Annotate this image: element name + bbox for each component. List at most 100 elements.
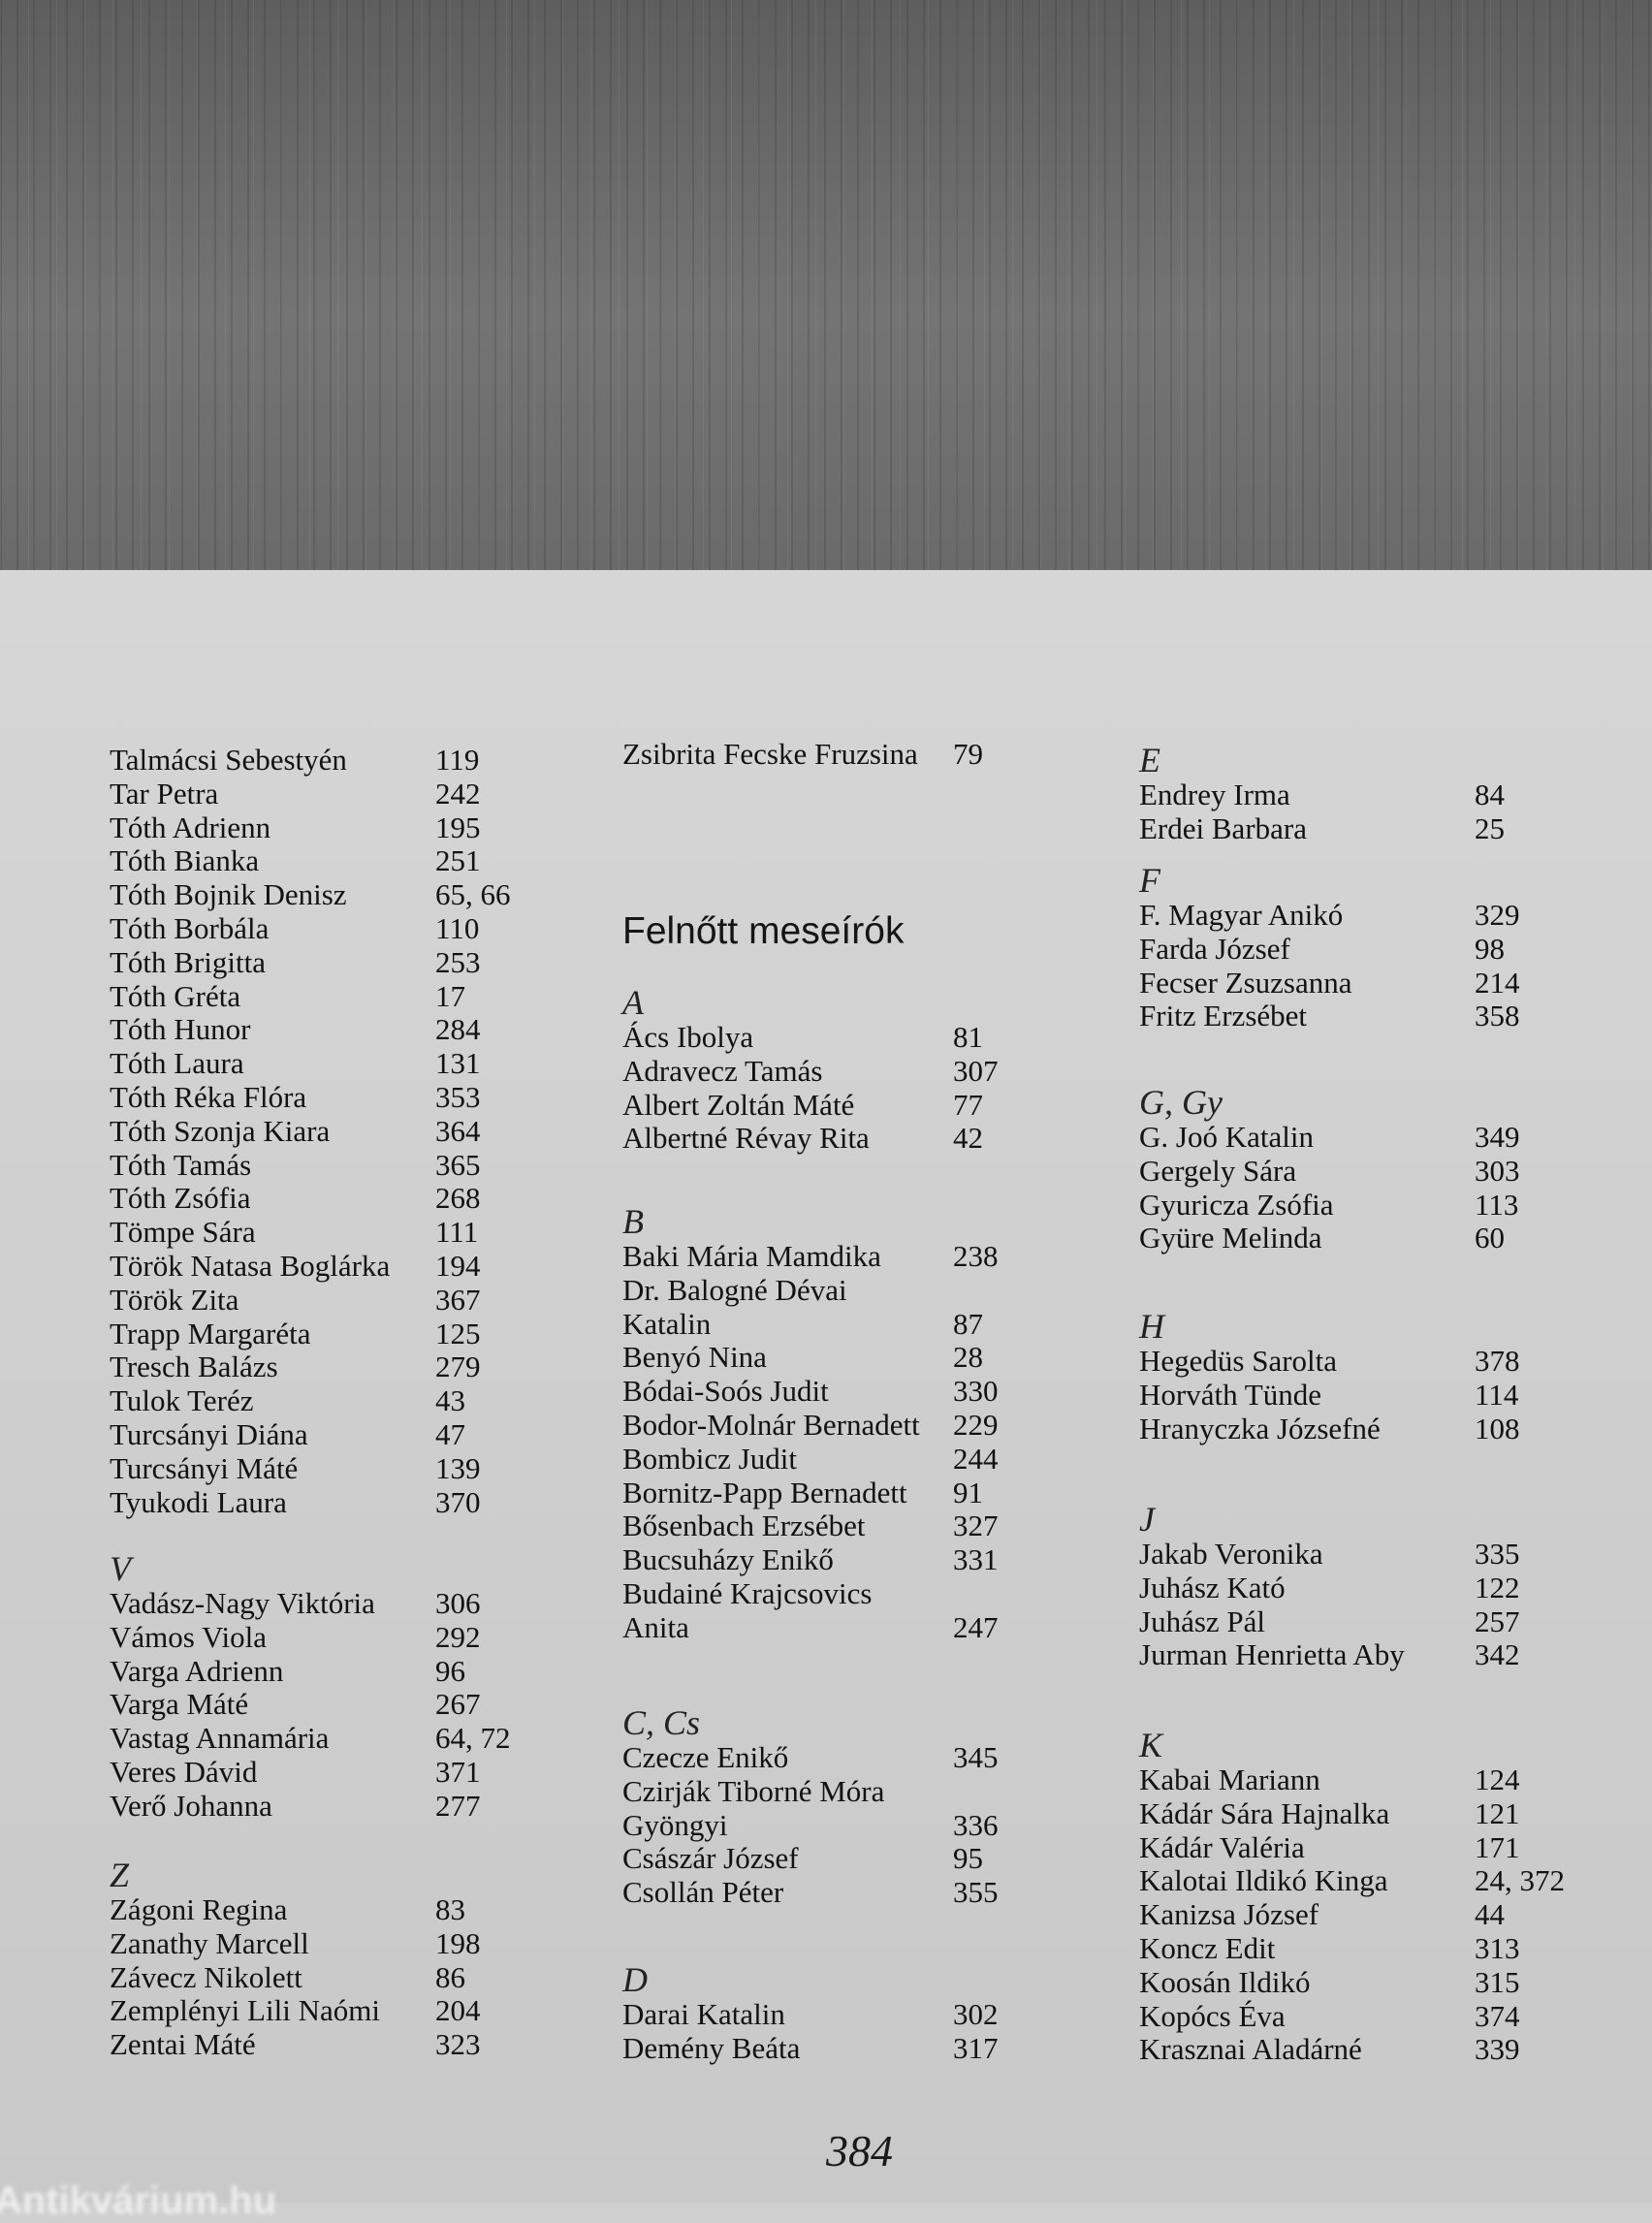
index-entry: Budainé Krajcsovics: [622, 1576, 920, 1611]
background-surface: [0, 0, 1652, 574]
index-entry: Tóth Szonja Kiara 364: [110, 1113, 481, 1149]
index-entry: Bódai-Soós Judit 330: [622, 1374, 999, 1409]
index-entry: Czecze Enikő 345: [622, 1740, 999, 1775]
entry-name: Anita: [622, 1609, 689, 1644]
entry-name: Jakab Veronika: [1139, 1537, 1323, 1571]
entry-name: F. Magyar Anikó: [1139, 898, 1344, 932]
entry-pages: 229: [953, 1407, 999, 1442]
entry-name: Bornitz-Papp Bernadett: [622, 1475, 907, 1509]
entry-pages: 214: [1475, 965, 1520, 1000]
entry-pages: 47: [435, 1416, 465, 1451]
index-entry: Kalotai Ildikó Kinga 24, 372: [1139, 1863, 1565, 1898]
entry-pages: 370: [435, 1484, 481, 1519]
entry-name: Závecz Nikolett: [110, 1959, 302, 1994]
letter-heading: K: [1139, 1726, 1163, 1764]
entry-name: Gyuricza Zsófia: [1139, 1187, 1334, 1222]
entry-pages: 364: [435, 1113, 481, 1148]
entry-name: Kádár Sára Hajnalka: [1139, 1795, 1390, 1830]
index-entry: G. Joó Katalin 349: [1139, 1120, 1520, 1155]
index-entry: Horváth Tünde 114: [1139, 1378, 1518, 1413]
entry-name: Tóth Szonja Kiara: [110, 1113, 331, 1148]
entry-pages: 98: [1475, 931, 1505, 966]
entry-pages: 251: [435, 843, 481, 878]
entry-name: Tóth Hunor: [110, 1012, 251, 1047]
index-entry: Bucsuházy Enikő 331: [622, 1542, 999, 1577]
entry-pages: 313: [1475, 1930, 1520, 1965]
entry-name: Kádár Valéria: [1139, 1829, 1305, 1864]
entry-pages: 83: [435, 1892, 465, 1926]
entry-pages: 124: [1475, 1763, 1520, 1796]
entry-pages: 327: [953, 1508, 999, 1543]
index-entry: Zsibrita Fecske Fruzsina 79: [622, 737, 983, 772]
entry-name: Bucsuházy Enikő: [622, 1542, 834, 1577]
index-entry: Török Natasa Boglárka 194: [110, 1249, 481, 1284]
index-entry: Jurman Henrietta Aby 342: [1139, 1637, 1520, 1672]
entry-name: Tóth Bojnik Denisz: [110, 877, 347, 912]
index-entry: Császár József 95: [622, 1841, 983, 1876]
entry-pages: 315: [1475, 1964, 1520, 1999]
index-entry: Kabai Mariann 124: [1139, 1763, 1520, 1797]
entry-name: Császár József: [622, 1841, 799, 1876]
entry-name: Veres Dávid: [110, 1754, 258, 1789]
index-entry: Tóth Tamás 365: [110, 1148, 481, 1183]
entry-pages: 113: [1475, 1187, 1519, 1222]
entry-name: Dr. Balogné Dévai: [622, 1272, 847, 1307]
index-entry: Tóth Adrienn 195: [110, 810, 481, 845]
entry-name: Jurman Henrietta Aby: [1139, 1637, 1405, 1672]
entry-pages: 268: [435, 1181, 481, 1216]
index-entry: Albert Zoltán Máté 77: [622, 1087, 983, 1123]
index-section: Talmácsi Sebestyén 119 Tar Petra 242 Tóth Ad…: [110, 743, 511, 1519]
index-entry: Fritz Erzsébet 358: [1139, 999, 1520, 1033]
index-entry: Trapp Margaréta 125: [110, 1317, 481, 1351]
index-entry: Török Zita 367: [110, 1283, 481, 1318]
index-entry: Bodor-Molnár Bernadett 229: [622, 1408, 999, 1443]
index-entry: Katalin 87: [622, 1306, 983, 1342]
entry-name: Kopócs Éva: [1139, 1998, 1286, 2033]
entry-pages: 277: [435, 1788, 481, 1823]
entry-pages: 25: [1475, 810, 1505, 845]
entry-name: Talmácsi Sebestyén: [110, 743, 347, 777]
index-entry: Koosán Ildikó 315: [1139, 1965, 1520, 2000]
index-section: F F. Magyar Anikó 329 Farda József 98 Fecser …: [1139, 862, 1520, 1033]
index-entry: Hegedüs Sarolta 378: [1139, 1344, 1520, 1379]
entry-pages: 114: [1475, 1377, 1519, 1412]
entry-name: Turcsányi Diána: [110, 1416, 308, 1451]
index-entry: Zanathy Marcell 198: [110, 1925, 481, 1961]
entry-name: Gyüre Melinda: [1139, 1221, 1322, 1255]
entry-pages: 330: [953, 1374, 999, 1409]
letter-heading: E: [1139, 741, 1160, 779]
letter-heading: D: [622, 1960, 648, 1999]
index-entry: Csollán Péter 355: [622, 1875, 999, 1910]
entry-name: Tóth Laura: [110, 1046, 244, 1081]
entry-name: Hegedüs Sarolta: [1139, 1344, 1338, 1378]
entry-name: Katalin: [622, 1306, 712, 1341]
entry-pages: 64, 72: [435, 1721, 511, 1756]
entry-name: Fritz Erzsébet: [1139, 999, 1308, 1033]
entry-name: Albertné Révay Rita: [622, 1121, 870, 1156]
entry-pages: 355: [953, 1875, 999, 1910]
index-entry: Dr. Balogné Dévai: [622, 1272, 920, 1308]
entry-name: Zentai Máté: [110, 2027, 256, 2062]
entry-name: Fecser Zsuzsanna: [1139, 965, 1352, 1000]
entry-pages: 198: [435, 1925, 481, 1960]
entry-pages: 119: [435, 743, 480, 777]
entry-name: Gergely Sára: [1139, 1153, 1297, 1188]
entry-name: Zanathy Marcell: [110, 1925, 309, 1960]
entry-name: Tyukodi Laura: [110, 1484, 287, 1519]
index-entry: Baki Mária Mamdika 238: [622, 1239, 999, 1274]
index-entry: Tresch Balázs 279: [110, 1350, 481, 1384]
index-entry: F. Magyar Anikó 329: [1139, 898, 1520, 933]
index-entry: Erdei Barbara 25: [1139, 811, 1505, 846]
entry-name: Bombicz Judit: [622, 1441, 797, 1476]
entry-pages: 28: [953, 1340, 983, 1375]
entry-name: Koncz Edit: [1139, 1930, 1276, 1965]
entry-name: Tóth Adrienn: [110, 810, 271, 844]
index-entry: Fecser Zsuzsanna 214: [1139, 965, 1520, 1000]
entry-name: Tóth Réka Flóra: [110, 1079, 307, 1114]
index-entry: Talmácsi Sebestyén 119: [110, 743, 479, 778]
entry-pages: 81: [953, 1020, 983, 1054]
entry-name: Albert Zoltán Máté: [622, 1087, 855, 1122]
entry-name: Tömpe Sára: [110, 1215, 256, 1250]
entry-pages: 17: [435, 978, 465, 1013]
entry-pages: 131: [435, 1046, 481, 1081]
